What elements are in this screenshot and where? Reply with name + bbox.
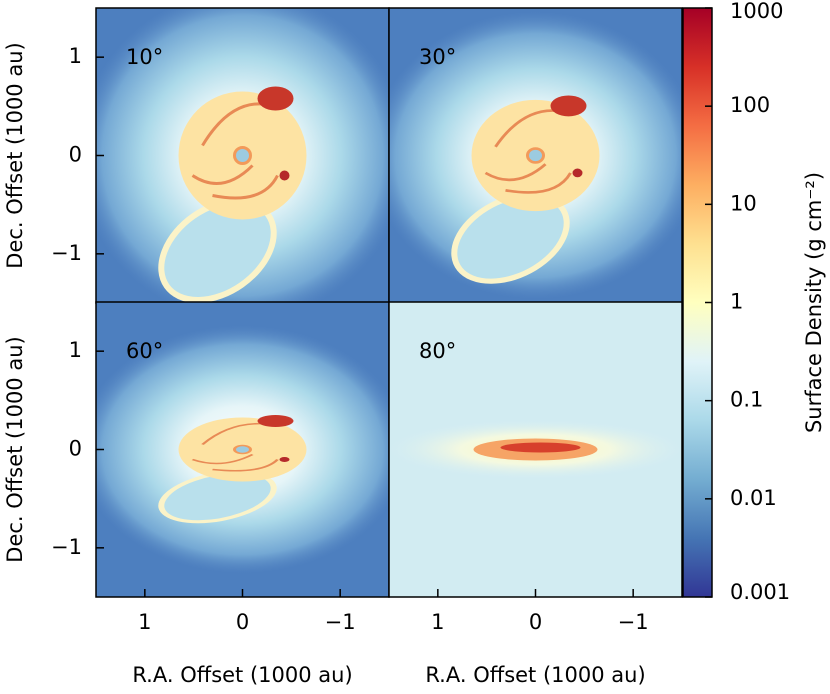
disk-core	[500, 442, 581, 453]
y-axis-label: Dec. Offset (1000 au)	[3, 42, 27, 268]
y-tick-label: −1	[51, 241, 82, 265]
panel	[96, 8, 389, 303]
panel-label: 30°	[419, 45, 456, 69]
core	[233, 444, 252, 455]
panel	[389, 302, 682, 597]
x-tick-label: 0	[236, 610, 249, 634]
colorbar-tick-label: 1	[730, 290, 743, 314]
panel	[96, 302, 389, 597]
clump-small	[572, 168, 583, 178]
colorbar-tick-label: 0.001	[730, 580, 790, 604]
colorbar-tick-label: 0.1	[730, 388, 763, 412]
x-tick-label: 1	[431, 610, 444, 634]
colorbar-tick-label: 10	[730, 191, 757, 215]
panel	[389, 8, 682, 303]
clump	[257, 86, 294, 111]
y-tick-label: 1	[69, 44, 82, 68]
clump-small	[279, 457, 290, 462]
clump	[257, 415, 294, 427]
panel-label: 60°	[126, 339, 163, 363]
loop	[158, 470, 277, 524]
disk	[158, 86, 307, 303]
y-axis-label: Dec. Offset (1000 au)	[3, 336, 27, 562]
loop	[451, 192, 570, 284]
clump	[550, 95, 587, 117]
y-tick-label: −1	[51, 535, 82, 559]
y-tick-label: 0	[69, 143, 82, 167]
clump-small	[279, 170, 290, 181]
colorbar-tick-label: 0.01	[730, 486, 777, 510]
x-axis-label: R.A. Offset (1000 au)	[132, 663, 352, 687]
x-tick-label: 1	[138, 610, 151, 634]
colorbar-tick-label: 1000	[730, 0, 783, 23]
core	[526, 147, 545, 164]
x-tick-label: 0	[529, 610, 542, 634]
colorbar-label: Surface Density (g cm⁻²)	[802, 172, 826, 433]
x-axis-label: R.A. Offset (1000 au)	[425, 663, 645, 687]
core	[233, 146, 252, 165]
panel-label: 80°	[419, 339, 456, 363]
disk	[451, 95, 600, 284]
x-tick-label: −1	[618, 610, 649, 634]
loop	[158, 198, 277, 303]
y-tick-label: 1	[69, 338, 82, 362]
panel-label: 10°	[126, 45, 163, 69]
x-tick-label: −1	[325, 610, 356, 634]
colorbar-tick-label: 100	[730, 93, 770, 117]
y-tick-label: 0	[69, 437, 82, 461]
disk	[158, 415, 307, 524]
